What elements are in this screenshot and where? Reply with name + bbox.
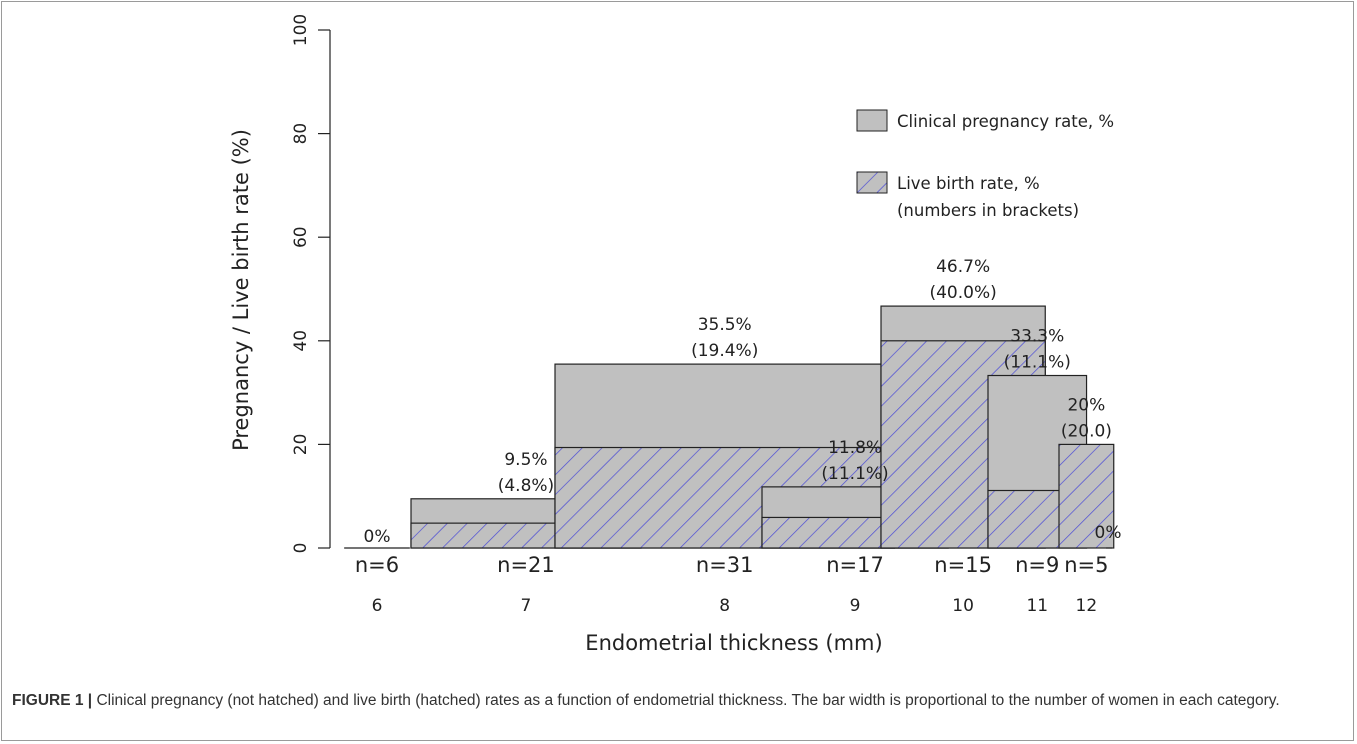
data-label-live-birth: (40.0%)	[929, 283, 996, 303]
n-label: n=31	[696, 553, 754, 577]
x-category-label: 9	[850, 596, 861, 616]
data-label-live-birth: (19.4%)	[691, 341, 758, 361]
legend-label-pregnancy: Clinical pregnancy rate, %	[897, 112, 1114, 131]
x-category-label: 12	[1076, 596, 1098, 616]
n-label: n=21	[497, 553, 555, 577]
y-tick-label: 100	[291, 14, 311, 46]
bar-live-birth	[1058, 443, 1115, 549]
x-axis-title: Endometrial thickness (mm)	[585, 631, 882, 655]
data-label-live-birth: (11.1%)	[821, 464, 888, 484]
data-label-live-birth: (20.0)	[1061, 421, 1112, 441]
y-tick-label: 20	[291, 434, 311, 456]
n-label: n=15	[934, 553, 992, 577]
x-category-label: 11	[1026, 596, 1048, 616]
data-label-pregnancy: 0%	[1095, 523, 1122, 543]
x-category-label: 8	[719, 596, 730, 616]
data-label-pregnancy: 0%	[364, 527, 391, 547]
data-label-pregnancy: 33.3%	[1010, 327, 1064, 347]
y-axis: 0 20 40 60 80 100	[291, 14, 331, 554]
n-label: n=17	[826, 553, 884, 577]
legend-note-live-birth: (numbers in brackets)	[897, 201, 1079, 220]
legend-label-live-birth: Live birth rate, %	[897, 174, 1040, 193]
data-label-pregnancy: 9.5%	[504, 450, 547, 470]
bar-labels: 6 n=6 7 n=21 8 n=31 9 n=17 10 n=15 11 n=9 12 n=5 0% 9.5…	[355, 257, 1122, 616]
n-label: n=9	[1015, 553, 1059, 577]
data-label-pregnancy: 11.8%	[828, 438, 882, 458]
data-label-live-birth: 20%	[1067, 395, 1105, 415]
bars	[344, 305, 1115, 549]
x-category-label: 10	[952, 596, 974, 616]
data-label-live-birth: (4.8%)	[498, 476, 554, 496]
data-label-pregnancy: 35.5%	[698, 315, 752, 335]
y-tick-label: 40	[291, 330, 311, 352]
legend-swatch-pregnancy	[856, 109, 888, 132]
legend-swatch-live-birth	[856, 171, 888, 194]
figure-caption: FIGURE 1 | Clinical pregnancy (not hatch…	[12, 690, 1342, 711]
y-tick-label: 0	[291, 543, 311, 554]
y-tick-label: 80	[291, 123, 311, 145]
n-label: n=6	[355, 553, 399, 577]
legend: Clinical pregnancy rate, % Live birth rat…	[856, 109, 1114, 220]
y-tick-label: 60	[291, 226, 311, 248]
caption-label: FIGURE 1 |	[12, 692, 93, 709]
data-label-pregnancy: 46.7%	[936, 257, 990, 277]
n-label: n=5	[1064, 553, 1108, 577]
bar-chart: 0 20 40 60 80 100 6 n=6 7 n=21 8 n=31 9 n=17 10 n=15 11…	[229, 14, 1122, 655]
caption-text: Clinical pregnancy (not hatched) and liv…	[92, 692, 1280, 709]
x-category-label: 6	[372, 596, 383, 616]
y-axis-title: Pregnancy / Live birth rate (%)	[229, 129, 253, 451]
x-category-label: 7	[521, 596, 532, 616]
data-label-live-birth: (11.1%)	[1004, 353, 1071, 373]
